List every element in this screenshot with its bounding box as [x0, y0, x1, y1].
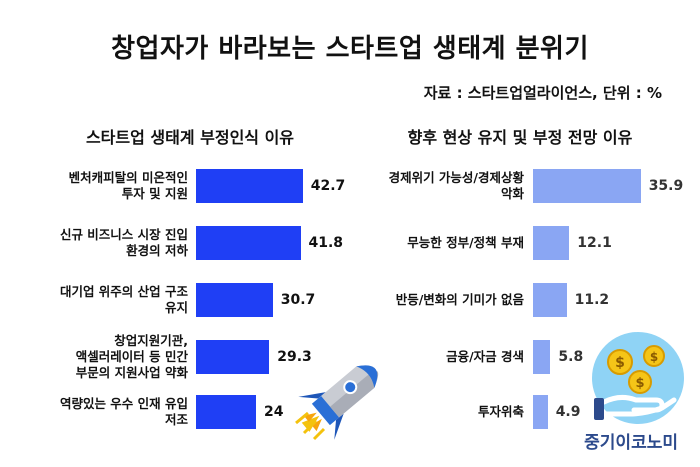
coins-hand-icon: $ $ $	[592, 332, 684, 424]
left-chart-category-label: 벤처캐피탈의 미온적인 투자 및 지원	[68, 170, 188, 201]
svg-text:$: $	[635, 376, 644, 391]
right-chart-value-label: 5.8	[558, 349, 584, 365]
page-title: 창업자가 바라보는 스타트업 생태계 분위기	[111, 34, 589, 64]
right-chart-bar	[533, 340, 551, 374]
left-chart-value-label: 41.8	[308, 235, 344, 251]
left-chart-value-label: 42.7	[310, 178, 346, 194]
right-chart-bar	[533, 395, 548, 429]
left-chart-bar	[196, 169, 303, 203]
left-chart-category-label: 역량있는 우수 인재 유입 저조	[59, 396, 188, 427]
left-chart-category-label: 신규 비즈니스 시장 진입 환경의 저하	[59, 227, 188, 258]
left-chart-bar	[196, 226, 301, 260]
left-chart-value-label: 29.3	[277, 349, 312, 365]
svg-text:$: $	[650, 350, 658, 364]
right-chart-category-label: 경제위기 가능성/경제상황 악화	[388, 170, 524, 201]
left-chart-bar	[196, 283, 273, 317]
right-chart-bar	[533, 226, 570, 260]
right-chart-bar	[533, 169, 641, 203]
left-chart-bar	[196, 340, 270, 374]
right-chart-bar	[533, 283, 567, 317]
brand-logo: 중기이코노미	[584, 433, 678, 453]
source-note: 자료 : 스타트업얼라이언스, 단위 : %	[423, 84, 662, 102]
right-chart-category-label: 반등/변화의 기미가 없음	[395, 292, 524, 307]
right-chart-value-label: 4.9	[555, 404, 581, 420]
left-chart-category-label: 대기업 위주의 산업 구조 유지	[59, 284, 188, 315]
left-chart-title: 스타트업 생태계 부정인식 이유	[85, 128, 295, 147]
right-chart-category-label: 무능한 정부/정책 부재	[407, 235, 524, 250]
right-chart-value-label: 11.2	[574, 292, 610, 308]
left-chart-value-label: 30.7	[280, 292, 316, 308]
right-chart-title: 향후 현상 유지 및 부정 전망 이유	[407, 128, 633, 147]
left-chart-value-label: 24	[264, 404, 284, 420]
right-chart-category-label: 금융/자금 경색	[446, 349, 524, 364]
left-chart-bar	[196, 395, 256, 429]
rocket-icon	[295, 365, 379, 441]
svg-text:$: $	[615, 355, 625, 371]
left-chart-category-label: 창업지원기관, 액셀러레이터 등 민간 부문의 지원사업 약화	[75, 333, 188, 380]
right-chart-value-label: 35.9	[648, 178, 684, 194]
right-chart-category-label: 투자위축	[477, 404, 524, 419]
right-chart-value-label: 12.1	[577, 235, 612, 251]
